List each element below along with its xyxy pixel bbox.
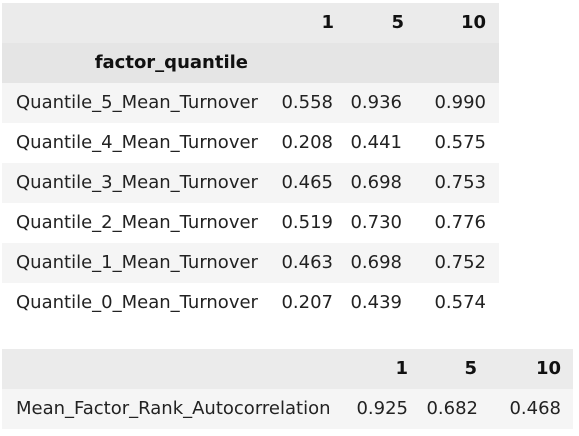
table-row: Quantile_3_Mean_Turnover 0.465 0.698 0.7… (2, 163, 499, 203)
column-header: 5 (342, 3, 415, 43)
column-header: 5 (416, 349, 490, 389)
table-cell: 0.208 (280, 123, 342, 163)
table-cell: 0.575 (415, 123, 499, 163)
table-row: Quantile_4_Mean_Turnover 0.208 0.441 0.5… (2, 123, 499, 163)
row-label: Quantile_2_Mean_Turnover (2, 203, 280, 243)
table-cell: 0.207 (280, 283, 342, 323)
row-label: Quantile_0_Mean_Turnover (2, 283, 280, 323)
turnover-table-body: Quantile_5_Mean_Turnover 0.558 0.936 0.9… (2, 83, 499, 323)
table-cell: 0.574 (415, 283, 499, 323)
column-header-row: 1 5 10 (2, 3, 499, 43)
table-cell: 0.698 (342, 163, 415, 203)
row-label: Quantile_1_Mean_Turnover (2, 243, 280, 283)
autocorrelation-table-body: Mean_Factor_Rank_Autocorrelation 0.925 0… (2, 389, 573, 429)
index-name: factor_quantile (2, 43, 280, 83)
turnover-table-header: 1 5 10 factor_quantile (2, 3, 499, 83)
table-cell: 0.463 (280, 243, 342, 283)
table-cell: 0.682 (416, 389, 490, 429)
table-row: Quantile_1_Mean_Turnover 0.463 0.698 0.7… (2, 243, 499, 283)
row-label: Mean_Factor_Rank_Autocorrelation (2, 389, 354, 429)
table-cell: 0.753 (415, 163, 499, 203)
autocorrelation-table-header: 1 5 10 (2, 349, 573, 389)
table-cell: 0.441 (342, 123, 415, 163)
table-row: Quantile_2_Mean_Turnover 0.519 0.730 0.7… (2, 203, 499, 243)
index-name-blank (415, 43, 499, 83)
table-cell: 0.698 (342, 243, 415, 283)
table-cell: 0.776 (415, 203, 499, 243)
table-cell: 0.730 (342, 203, 415, 243)
table-cell: 0.439 (342, 283, 415, 323)
column-header: 10 (415, 3, 499, 43)
table-cell: 0.936 (342, 83, 415, 123)
table-row: Mean_Factor_Rank_Autocorrelation 0.925 0… (2, 389, 573, 429)
column-header: 1 (354, 349, 416, 389)
column-header-row: 1 5 10 (2, 349, 573, 389)
table-cell: 0.519 (280, 203, 342, 243)
row-label: Quantile_5_Mean_Turnover (2, 83, 280, 123)
table-cell: 0.990 (415, 83, 499, 123)
table-cell: 0.752 (415, 243, 499, 283)
index-name-blank (280, 43, 342, 83)
autocorrelation-table: 1 5 10 Mean_Factor_Rank_Autocorrelation … (2, 349, 573, 429)
index-name-blank (342, 43, 415, 83)
column-header-blank (2, 3, 280, 43)
column-header: 10 (490, 349, 573, 389)
table-row: Quantile_5_Mean_Turnover 0.558 0.936 0.9… (2, 83, 499, 123)
turnover-table: 1 5 10 factor_quantile Quantile_5_Mean_T… (2, 3, 499, 323)
row-label: Quantile_4_Mean_Turnover (2, 123, 280, 163)
table-cell: 0.925 (354, 389, 416, 429)
column-header: 1 (280, 3, 342, 43)
column-header-blank (2, 349, 354, 389)
table-cell: 0.465 (280, 163, 342, 203)
row-label: Quantile_3_Mean_Turnover (2, 163, 280, 203)
index-name-row: factor_quantile (2, 43, 499, 83)
table-cell: 0.468 (490, 389, 573, 429)
table-cell: 0.558 (280, 83, 342, 123)
table-row: Quantile_0_Mean_Turnover 0.207 0.439 0.5… (2, 283, 499, 323)
